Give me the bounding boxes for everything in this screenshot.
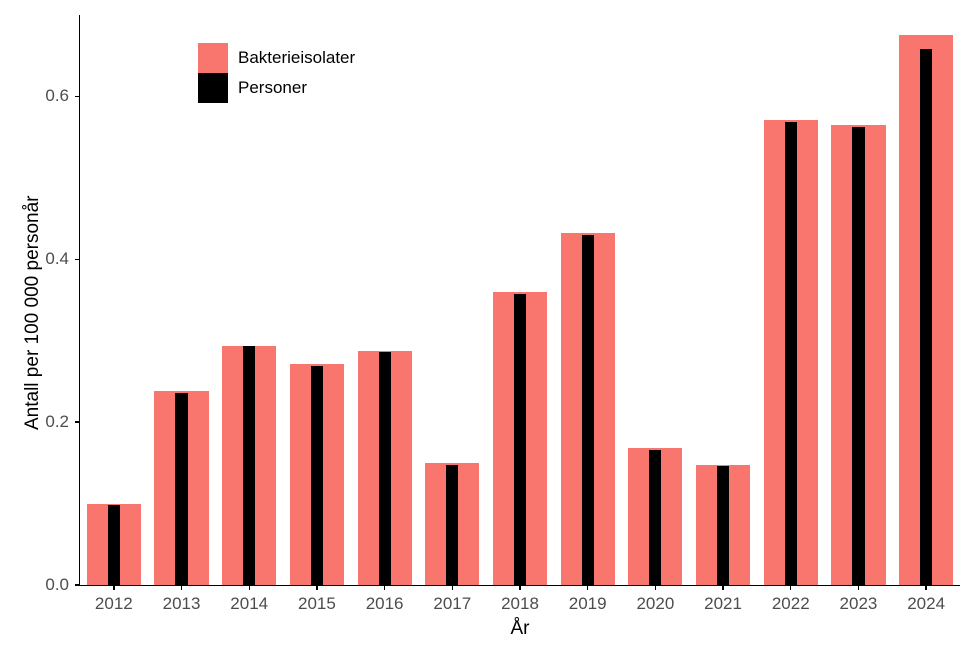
y-tick-mark (75, 259, 80, 260)
x-tick-label: 2017 (433, 594, 471, 614)
y-axis-line (79, 15, 80, 585)
x-tick-label: 2012 (95, 594, 133, 614)
x-tick-label: 2015 (298, 594, 336, 614)
legend: Bakterieisolater Personer (198, 43, 355, 103)
x-tick-mark (655, 585, 656, 590)
bar (852, 127, 864, 585)
legend-label: Bakterieisolater (238, 48, 355, 68)
legend-item: Bakterieisolater (198, 43, 355, 73)
bar (582, 235, 594, 585)
x-tick-mark (519, 585, 520, 590)
chart-container: Antall per 100 000 personår År 0.0 0.2 0.4… (0, 0, 970, 647)
x-tick-mark (249, 585, 250, 590)
y-axis-title: Antall per 100 000 personår (22, 196, 44, 431)
x-tick-mark (113, 585, 114, 590)
bar (243, 346, 255, 585)
y-tick-mark (75, 96, 80, 97)
x-tick-mark (181, 585, 182, 590)
bar (649, 450, 661, 585)
legend-label: Personer (238, 78, 307, 98)
y-tick-label: 0.0 (30, 575, 69, 595)
x-tick-label: 2014 (230, 594, 268, 614)
x-tick-mark (790, 585, 791, 590)
y-tick-label: 0.2 (30, 412, 69, 432)
y-tick-mark (75, 584, 80, 585)
x-tick-label: 2019 (569, 594, 607, 614)
legend-swatch (198, 73, 228, 103)
y-tick-mark (75, 421, 80, 422)
x-tick-label: 2024 (907, 594, 945, 614)
bar (514, 294, 526, 586)
bar (175, 393, 187, 585)
x-tick-mark (722, 585, 723, 590)
y-tick-label: 0.6 (30, 86, 69, 106)
bar (311, 366, 323, 585)
x-tick-label: 2023 (840, 594, 878, 614)
x-tick-mark (452, 585, 453, 590)
bar (785, 122, 797, 585)
legend-swatch (198, 43, 228, 73)
x-tick-label: 2013 (163, 594, 201, 614)
y-tick-label: 0.4 (30, 249, 69, 269)
x-tick-mark (587, 585, 588, 590)
x-tick-label: 2020 (636, 594, 674, 614)
x-tick-label: 2021 (704, 594, 742, 614)
bar (108, 505, 120, 585)
x-axis-title: År (511, 618, 530, 640)
bar (446, 465, 458, 586)
x-tick-mark (316, 585, 317, 590)
bar (920, 49, 932, 585)
x-tick-label: 2016 (366, 594, 404, 614)
x-tick-mark (384, 585, 385, 590)
bar (717, 466, 729, 585)
bar (379, 352, 391, 585)
x-tick-mark (925, 585, 926, 590)
x-tick-mark (858, 585, 859, 590)
legend-item: Personer (198, 73, 355, 103)
x-tick-label: 2022 (772, 594, 810, 614)
x-tick-label: 2018 (501, 594, 539, 614)
